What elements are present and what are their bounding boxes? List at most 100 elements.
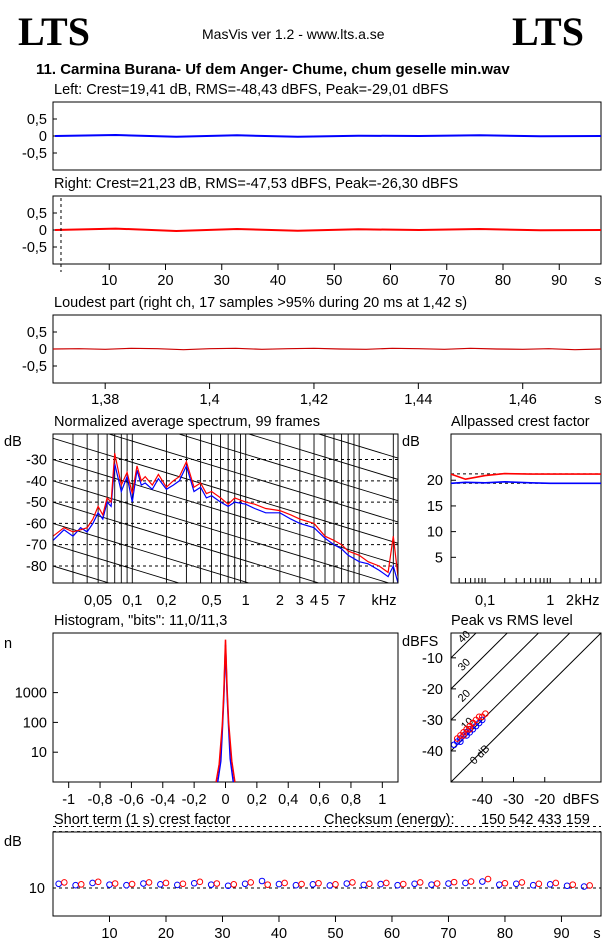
peak-vs-rms-frame (450, 632, 602, 783)
short-term-crest-xtick-label: 20 (158, 926, 174, 942)
spectrum-ytick-label: -40 (26, 474, 47, 490)
short-term-crest-point-right (501, 879, 509, 887)
allpass-ytick-label: 20 (427, 473, 443, 489)
short-term-crest-point-left (106, 881, 113, 888)
short-term-crest-xtick-label: 80 (497, 926, 513, 942)
spectrum-xtick-label: 2 (276, 593, 284, 609)
allpass-xtick-label: 1 (546, 593, 554, 609)
histogram-xtick-label: 0 (221, 792, 229, 808)
spectrum-x-unit: kHz (372, 593, 397, 609)
peak-vs-rms-point-right (460, 732, 467, 739)
spectrum-slope-line (53, 522, 251, 583)
spectrum-title: Normalized average spectrum, 99 frames (54, 414, 320, 430)
spectrum-xtick-label: 1 (242, 593, 250, 609)
histogram-xtick-label: 0,6 (310, 792, 330, 808)
peak-vs-rms-crest-label: 20 (456, 687, 473, 704)
short-term-crest-frame (52, 831, 602, 917)
peak-vs-rms-point-right (466, 725, 474, 733)
peak-vs-rms-crest-line (451, 633, 601, 782)
file-title: 11. Carmina Burana- Uf dem Anger- Chume,… (36, 61, 510, 78)
loudest-ytick-label: 0 (39, 342, 47, 358)
peak-vs-rms-crest-line (451, 633, 508, 690)
short-term-crest-point-left (309, 881, 317, 888)
loudest-series-right (52, 347, 602, 351)
spectrum-xtick-label: 0,1 (122, 593, 142, 609)
app-title: MasVis ver 1.2 - www.lts.a.se (202, 26, 385, 42)
short-term-crest-point-left (275, 880, 283, 888)
right-waveform-xtick-label: 70 (439, 273, 455, 289)
spectrum-xtick-label: 4 (310, 593, 318, 609)
short-term-crest-point-left (512, 880, 520, 888)
short-term-crest-point-left (411, 880, 418, 888)
right-waveform-xtick-label: 40 (270, 273, 286, 289)
allpass-title: Allpassed crest factor (451, 414, 590, 430)
right-waveform-xtick-label: 10 (101, 273, 117, 289)
spectrum-slope-line (53, 459, 398, 565)
short-term-crest-point-right (94, 878, 102, 886)
short-term-crest-point-right (77, 881, 85, 888)
short-term-crest-point-right (535, 880, 543, 888)
spectrum-xtick-label: 0,05 (84, 593, 112, 609)
loudest-xtick-label: 1,44 (404, 392, 432, 408)
short-term-crest-point-left (445, 880, 452, 887)
short-term-crest-xtick-label: 50 (327, 926, 343, 942)
left-channel-title: Left: Crest=19,41 dB, RMS=-48,43 dBFS, P… (54, 82, 449, 98)
short-term-crest-point-right (332, 881, 339, 888)
spectrum-slope-line (53, 544, 181, 583)
short-term-crest-point-left (89, 879, 96, 887)
histogram-xtick-label: -0,6 (119, 792, 144, 808)
loudest-x-unit: s (594, 392, 601, 408)
short-term-crest-point-right (315, 879, 322, 887)
short-term-crest-point-right (467, 878, 475, 885)
short-term-crest-point-right (518, 879, 526, 886)
histogram-xtick-label: 1 (378, 792, 386, 808)
histogram-ytick-label: 100 (23, 715, 47, 731)
short-term-crest-point-right (213, 880, 221, 887)
short-term-crest-point-left (292, 881, 300, 889)
peak-vs-rms-ytick-label: -40 (422, 744, 443, 760)
left-waveform-ytick-label: 0 (39, 129, 47, 145)
allpass-x-unit: kHz (575, 593, 600, 609)
peak-vs-rms-title: Peak vs RMS level (451, 613, 573, 629)
peak-vs-rms-xtick-label: -20 (534, 792, 555, 808)
spectrum-xtick-label: 7 (338, 593, 346, 609)
short-term-crest-point-right (586, 882, 594, 889)
right-waveform-ytick-label: -0,5 (22, 240, 47, 256)
peak-vs-rms-crest-label: 30 (456, 656, 473, 673)
short-term-crest-point-right (162, 879, 170, 887)
allpass-xtick-label: 2 (566, 593, 574, 609)
short-term-crest-point-right (247, 879, 255, 886)
peak-vs-rms-ytick-label: -10 (422, 651, 443, 667)
peak-vs-rms-y-unit: dBFS (402, 634, 439, 650)
short-term-crest-point-right (281, 879, 288, 887)
right-waveform-ytick-label: 0,5 (27, 206, 47, 222)
peak-vs-rms-crest-label: 0 dB (468, 743, 492, 767)
short-term-crest-point-left (173, 881, 181, 889)
short-term-crest-point-right (569, 881, 577, 888)
histogram-title: Histogram, "bits": 11,0/11,3 (54, 613, 228, 629)
right-channel-title: Right: Crest=21,23 dB, RMS=-47,53 dBFS, … (54, 176, 459, 192)
loudest-ytick-label: -0,5 (22, 359, 47, 375)
short-term-crest-point-left (377, 880, 384, 888)
spectrum-frame (52, 433, 399, 584)
left-waveform-series-left (54, 133, 602, 138)
spectrum-ytick-label: -50 (26, 495, 47, 511)
allpass-y-unit: dB (402, 434, 420, 450)
allpass-series-right (450, 472, 601, 481)
short-term-crest-point-right (366, 880, 373, 888)
short-term-crest-point-right (145, 879, 153, 886)
loudest-xtick-label: 1,42 (300, 392, 328, 408)
spectrum-slope-line (53, 480, 391, 583)
histogram-ytick-label: 10 (31, 745, 47, 761)
spectrum-series-left (53, 463, 398, 583)
loudest-xtick-label: 1,38 (91, 392, 119, 408)
short-term-crest-point-left (360, 881, 368, 889)
right-waveform-xtick-label: 30 (214, 273, 230, 289)
spectrum-slope-line (53, 501, 321, 583)
short-term-crest-point-right (552, 879, 560, 887)
short-term-crest-point-left (258, 877, 266, 885)
peak-vs-rms-ytick-label: -30 (422, 713, 443, 729)
spectrum-xtick-label: 0,5 (201, 593, 221, 609)
